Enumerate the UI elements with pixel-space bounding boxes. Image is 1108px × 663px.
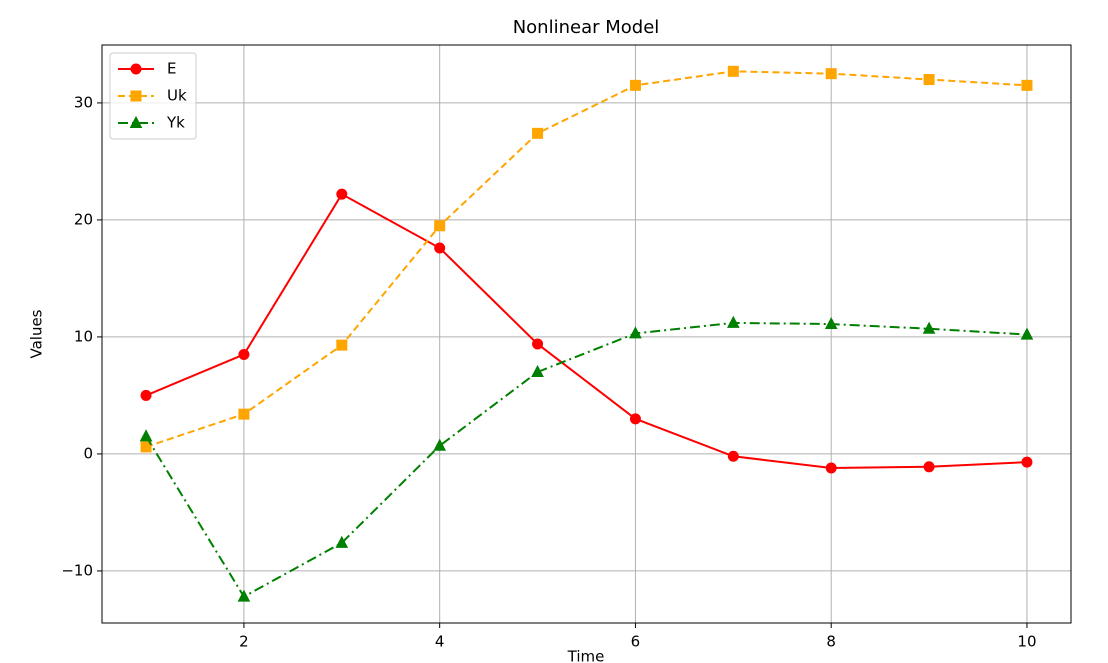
marker — [335, 535, 349, 548]
marker — [1021, 79, 1033, 91]
marker — [629, 413, 641, 425]
marker — [923, 461, 935, 473]
y-axis-label: Values — [28, 309, 46, 358]
marker — [238, 408, 250, 420]
marker — [532, 338, 544, 350]
y-tick-label: −10 — [61, 561, 93, 579]
legend-marker — [130, 90, 142, 102]
marker — [726, 315, 740, 328]
marker — [727, 450, 739, 462]
legend-label: Yk — [166, 114, 185, 132]
legend-marker — [130, 63, 142, 75]
marker — [922, 321, 936, 334]
x-tick-label: 2 — [239, 633, 249, 651]
x-tick-label: 8 — [826, 633, 836, 651]
marker — [139, 429, 153, 442]
series-line — [145, 192, 1027, 469]
marker — [1021, 456, 1033, 468]
marker — [825, 68, 837, 80]
marker — [532, 127, 544, 139]
x-axis-label: Time — [567, 648, 605, 663]
legend-marker — [129, 115, 143, 128]
marker — [140, 389, 152, 401]
marker — [434, 220, 446, 232]
chart-title: Nonlinear Model — [513, 17, 660, 38]
marker — [824, 316, 838, 330]
y-tick-label: 0 — [83, 444, 93, 462]
series-line — [145, 70, 1028, 448]
marker — [237, 589, 251, 602]
marker — [629, 326, 642, 339]
series-line — [145, 321, 1028, 599]
marker — [336, 188, 348, 200]
y-tick-label: 30 — [74, 93, 93, 111]
legend-label: Uk — [167, 87, 187, 105]
plot-frame — [101, 44, 1072, 624]
marker — [1020, 327, 1034, 340]
x-tick-label: 10 — [1017, 633, 1036, 651]
x-tick-label: 6 — [631, 633, 641, 651]
marker — [727, 65, 739, 77]
marker — [825, 462, 837, 474]
marker — [238, 348, 250, 360]
marker — [434, 242, 446, 254]
y-tick-label: 10 — [74, 327, 93, 345]
legend: E Uk Yk — [109, 52, 197, 140]
marker — [629, 79, 641, 91]
marker — [923, 74, 935, 86]
marker — [140, 441, 152, 453]
legend-label: E — [167, 60, 176, 78]
x-tick-label: 4 — [435, 633, 445, 651]
y-tick-label: 20 — [74, 210, 93, 228]
marker — [433, 438, 447, 451]
marker — [336, 339, 348, 351]
marker — [531, 364, 544, 378]
